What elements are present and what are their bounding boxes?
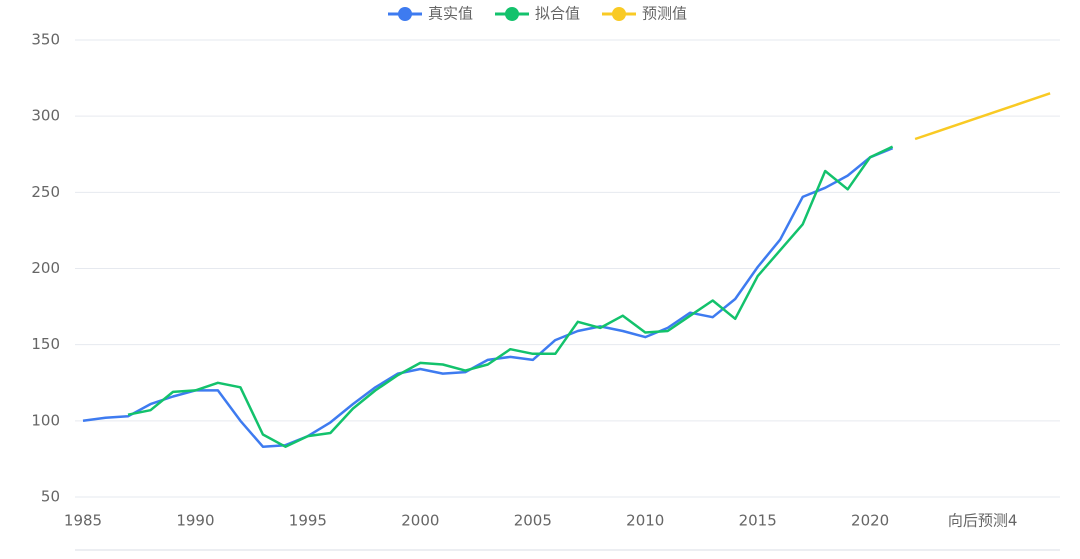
y-tick-label: 300 [31, 107, 60, 125]
y-tick-label: 150 [31, 335, 60, 353]
legend-label: 预测值 [642, 5, 687, 23]
x-tick-label: 1995 [289, 512, 327, 530]
x-tick-label: 向后预测4 [948, 512, 1018, 530]
x-tick-label: 1990 [176, 512, 214, 530]
legend-marker [398, 7, 412, 21]
y-tick-label: 250 [31, 183, 60, 201]
legend-marker [612, 7, 626, 21]
x-tick-label: 2015 [739, 512, 777, 530]
legend-item[interactable]: 预测值 [602, 5, 687, 23]
y-tick-label: 350 [31, 31, 60, 49]
x-tick-label: 2005 [514, 512, 552, 530]
legend-marker [505, 7, 519, 21]
x-tick-label: 2010 [626, 512, 664, 530]
y-tick-label: 100 [31, 411, 60, 429]
x-tick-label: 2020 [851, 512, 889, 530]
legend-item[interactable]: 真实值 [388, 5, 473, 23]
series-line [127, 145, 894, 448]
legend-label: 真实值 [428, 5, 473, 23]
x-tick-label: 1985 [64, 512, 102, 530]
y-tick-label: 200 [31, 259, 60, 277]
series-line [914, 92, 1051, 141]
x-tick-label: 2000 [401, 512, 439, 530]
legend-item[interactable]: 拟合值 [495, 5, 580, 23]
series-line [82, 147, 894, 448]
y-tick-label: 50 [41, 488, 60, 506]
legend-label: 拟合值 [535, 5, 580, 23]
